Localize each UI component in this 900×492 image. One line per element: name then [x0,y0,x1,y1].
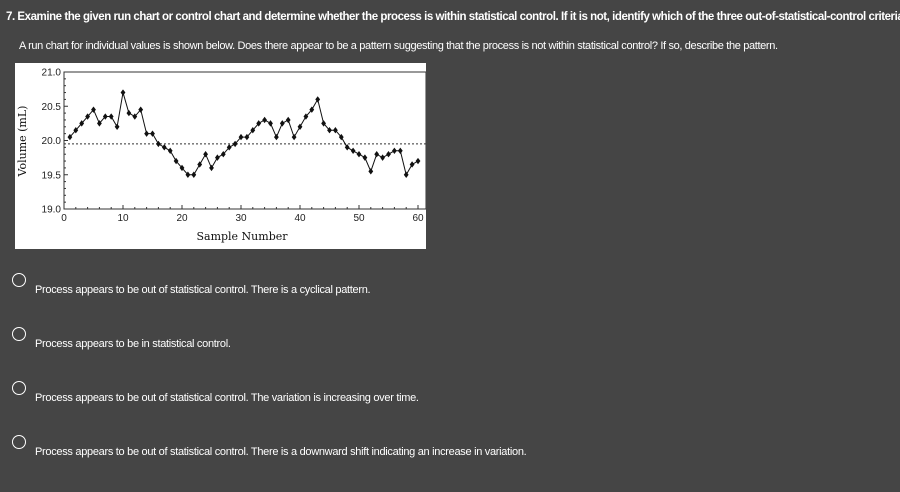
option-label: Process appears to be in statistical con… [35,338,231,350]
data-point [386,151,391,158]
data-point [344,144,350,151]
data-point [350,147,356,154]
run-chart-svg: 19.0 19.5 20.0 20.5 21.0 0 10 20 30 40 50 60 Volum… [16,68,426,243]
data-point [356,151,362,158]
data-point [244,133,250,141]
data-point [203,151,208,158]
data-point [114,123,120,130]
data-point [197,161,203,168]
answer-option-3[interactable]: Process appears to be out of statistical… [12,381,612,411]
data-point [173,157,179,165]
data-point [161,144,167,151]
data-point [167,147,173,154]
data-point [368,168,374,175]
radio-button[interactable] [12,327,26,341]
data-point [327,127,332,134]
data-point [85,113,90,120]
data-point [226,144,232,151]
data-point [179,164,185,172]
data-point [338,133,344,141]
series-line [69,92,419,177]
data-point [232,140,238,148]
data-point [285,116,291,124]
data-point [297,123,303,130]
data-point [250,127,256,134]
y-tick-label: 19.0 [42,205,62,216]
option-label: Process appears to be out of statistical… [35,392,419,404]
y-tick-label: 21.0 [42,68,62,79]
data-point [256,120,262,127]
y-tick-label: 20.5 [42,102,62,113]
data-point [415,157,421,165]
data-point [144,130,149,137]
data-point [397,147,403,154]
data-point [108,113,114,120]
x-tick-label: 20 [176,213,188,224]
data-point [262,116,267,124]
data-point [73,127,79,134]
question-prompt: A run chart for individual values is sho… [19,40,778,52]
answer-option-4[interactable]: Process appears to be out of statistical… [12,435,612,465]
x-axis-label: Sample Number [196,230,288,243]
answer-option-1[interactable]: Process appears to be out of statistical… [12,273,612,303]
data-point [374,151,380,158]
data-point [362,154,368,161]
y-tick-label: 20.0 [42,136,62,147]
run-chart: 19.0 19.5 20.0 20.5 21.0 0 10 20 30 40 50 60 Volum… [15,63,426,249]
data-point [150,130,155,137]
data-point [309,106,315,113]
data-point [291,133,297,141]
data-point [238,133,244,141]
data-point [67,133,73,141]
radio-button[interactable] [12,435,26,449]
question-title: 7. Examine the given run chart or contro… [6,11,900,23]
radio-button[interactable] [12,273,26,287]
option-label: Process appears to be out of statistical… [35,446,527,458]
x-tick-label: 0 [61,213,67,224]
data-point [279,120,285,127]
x-tick-label: 40 [294,213,306,224]
data-point [102,113,108,120]
data-point [97,120,102,127]
radio-button[interactable] [12,381,26,395]
y-axis-label: Volume (mL) [16,106,29,178]
data-point [380,154,385,161]
data-point [333,127,338,134]
data-point [274,133,279,141]
x-tick-label: 60 [412,213,424,224]
data-point [315,96,321,103]
y-tick-label: 19.5 [42,170,62,181]
answer-option-2[interactable]: Process appears to be in statistical con… [12,327,612,357]
data-point [321,120,326,127]
data-point [120,89,126,96]
x-tick-label: 30 [235,213,247,224]
data-point [209,164,214,172]
data-point [409,161,415,168]
data-point [392,147,397,154]
plot-frame [63,71,426,210]
option-label: Process appears to be out of statistical… [35,284,371,296]
data-point [126,109,132,117]
x-tick-label: 10 [117,213,129,224]
x-tick-label: 50 [353,213,365,224]
data-point [156,140,161,148]
data-point [132,113,138,120]
data-point [268,120,273,127]
data-point [138,106,144,113]
data-point [91,106,96,113]
data-point [220,151,226,158]
data-point [303,113,309,120]
data-point [79,120,85,127]
